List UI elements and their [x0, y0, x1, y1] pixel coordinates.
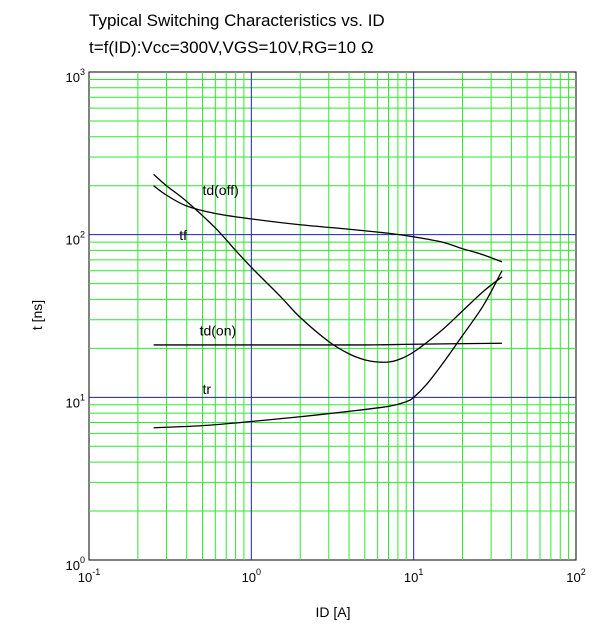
- x-tick-label: 100: [242, 567, 261, 585]
- series-lines: [153, 173, 503, 429]
- x-tick-label: 102: [566, 567, 585, 585]
- series-label-2: td(on): [200, 322, 237, 338]
- series-line-1: [153, 173, 503, 363]
- series-label-1: tf: [179, 227, 187, 243]
- y-tick-label: 103: [66, 67, 85, 85]
- plot-area: [88, 71, 577, 561]
- chart-title: Typical Switching Characteristics vs. ID: [89, 11, 385, 30]
- series-line-2: [153, 342, 502, 346]
- y-tick-label: 101: [66, 392, 85, 410]
- series-line-0: [153, 185, 503, 263]
- x-axis-label: ID [A]: [315, 604, 350, 620]
- series-labels: td(off) tf td(on) tr: [179, 182, 238, 397]
- chart-subtitle: t=f(ID):Vcc=300V,VGS=10V,RG=10 Ω: [89, 38, 374, 57]
- y-tick-label: 102: [66, 230, 85, 248]
- y-axis-label: t [ns]: [29, 300, 45, 330]
- major-grid: [89, 72, 576, 560]
- x-tick-label: 101: [404, 567, 423, 585]
- minor-grid: [89, 72, 576, 560]
- series-label-0: td(off): [202, 182, 238, 198]
- plot-frame: [88, 71, 577, 561]
- series-line-3: [153, 270, 503, 429]
- y-tick-label: 100: [66, 555, 85, 573]
- x-tick-label: 10-1: [78, 567, 100, 585]
- y-tick-labels: 100 101 102 103: [66, 67, 85, 573]
- series-label-3: tr: [202, 381, 211, 397]
- x-tick-labels: 10-1 100 101 102: [78, 567, 586, 585]
